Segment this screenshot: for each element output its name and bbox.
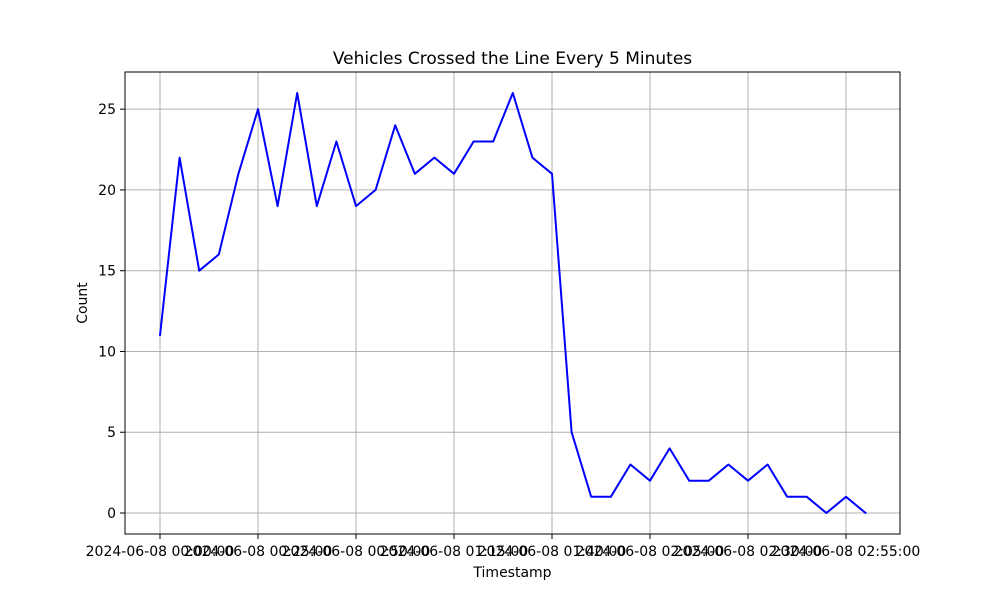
x-tick-label: 2024-06-08 00:00:00: [86, 544, 235, 560]
series-layer: [159, 92, 867, 514]
series-line: [159, 92, 867, 514]
plot-frame: [124, 71, 901, 535]
y-tick-label: 5: [107, 425, 116, 441]
chart-title: Vehicles Crossed the Line Every 5 Minute…: [333, 49, 692, 69]
x-tick-label: 2024-06-08 00:25:00: [184, 544, 333, 560]
y-axis: 0 5 10 15 20 25: [98, 102, 125, 522]
x-tick-label: 2024-06-08 01:15:00: [380, 544, 529, 560]
y-axis-label: Count: [75, 282, 91, 324]
x-tick-label: 2024-06-08 02:55:00: [772, 544, 921, 560]
x-tick-label: 2024-06-08 02:30:00: [674, 544, 823, 560]
y-tick-label: 10: [98, 344, 116, 360]
y-tick-label: 0: [107, 506, 116, 522]
grid: [125, 72, 900, 534]
y-tick-label: 15: [98, 264, 116, 280]
y-tick-label: 25: [98, 102, 116, 118]
y-tick-label: 20: [98, 183, 116, 199]
x-tick-label: 2024-06-08 01:40:00: [478, 544, 627, 560]
x-axis-label: Timestamp: [472, 565, 551, 581]
x-tick-label: 2024-06-08 00:50:00: [282, 544, 431, 560]
x-tick-label: 2024-06-08 02:05:00: [576, 544, 725, 560]
